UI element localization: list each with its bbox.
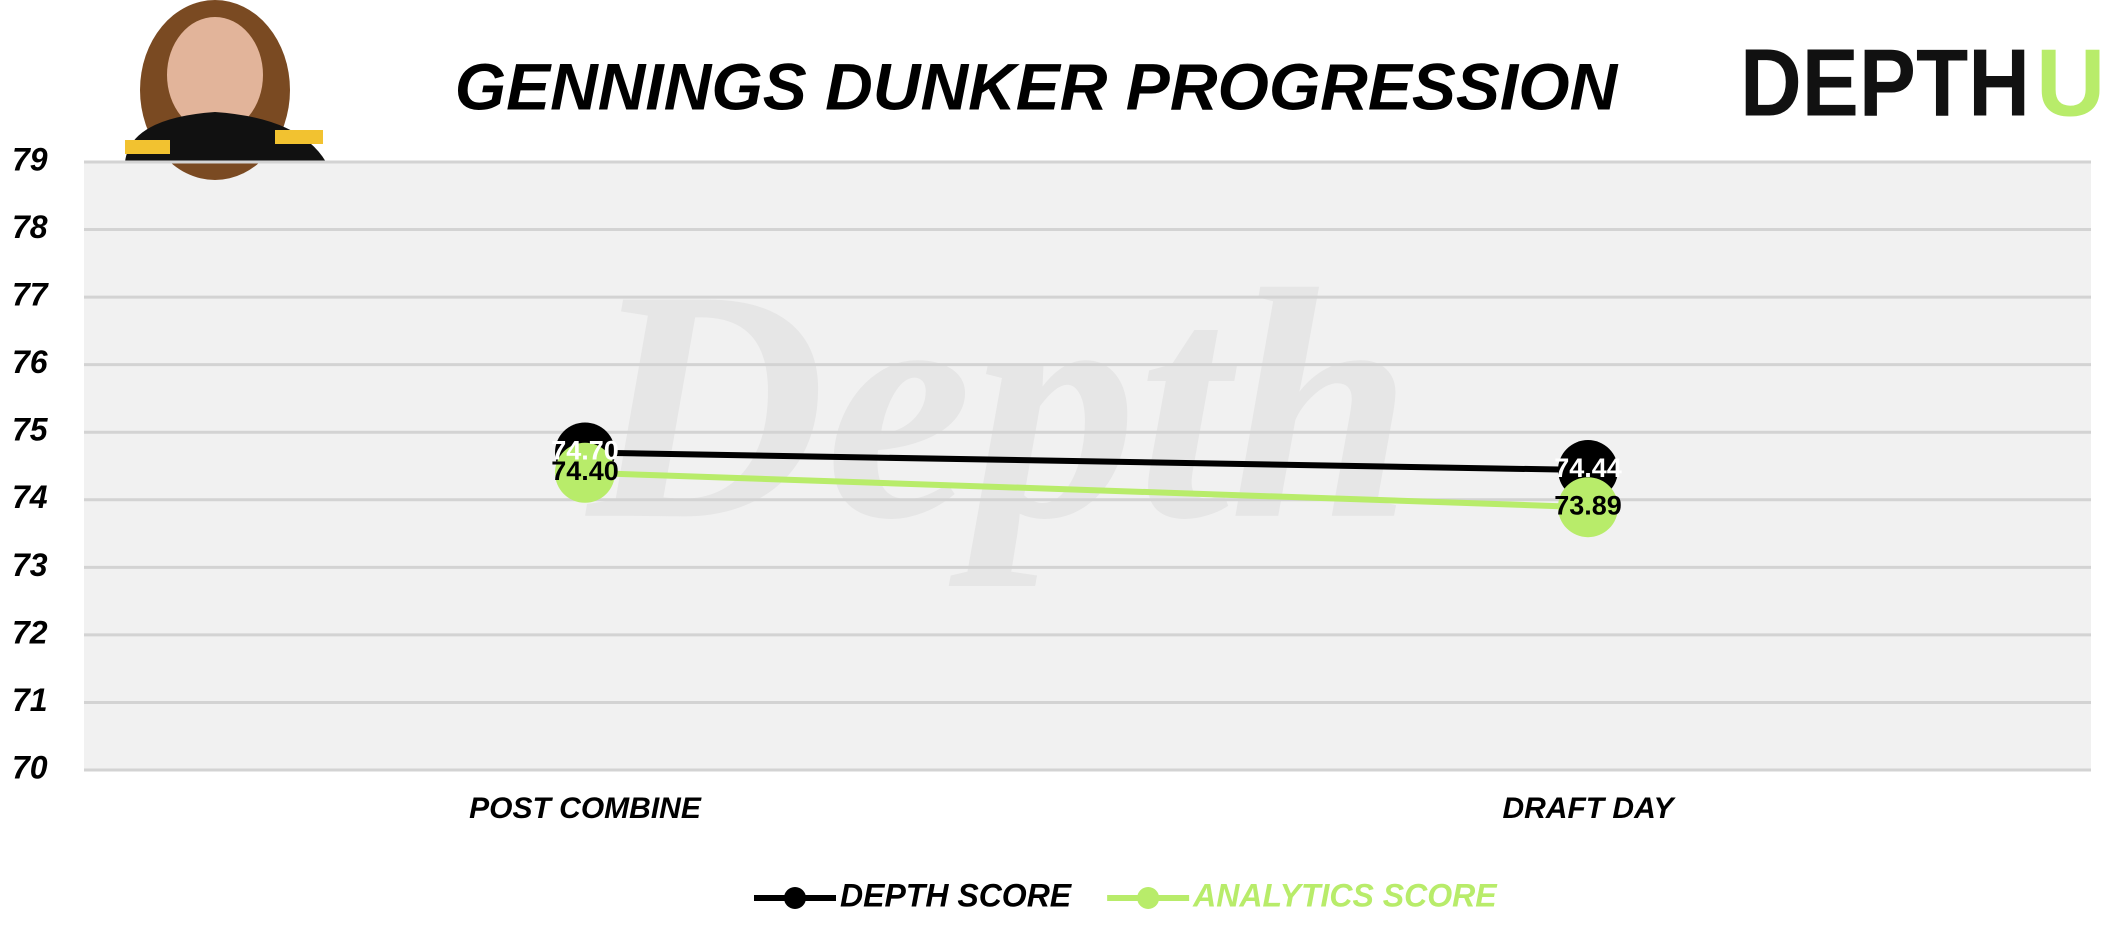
data-point [555, 442, 615, 503]
y-tick-label: 75 [12, 412, 49, 448]
y-tick-label: 73 [12, 547, 48, 583]
legend-marker [1137, 887, 1160, 909]
logo-text: DEPTH [1740, 29, 2030, 136]
legend-marker [784, 887, 806, 909]
y-tick-label: 71 [12, 682, 48, 718]
chart-title: GENNINGS DUNKER PROGRESSION [455, 49, 1619, 123]
y-tick-label: 70 [12, 749, 48, 785]
watermark: Depth [582, 223, 1412, 588]
data-point [1558, 477, 1618, 538]
y-tick-label: 72 [12, 614, 48, 650]
x-tick-label: POST COMBINE [469, 792, 702, 825]
y-tick-label: 79 [12, 141, 48, 177]
data-label: 74.40 [551, 456, 619, 486]
y-tick-label: 76 [12, 344, 48, 380]
logo: DEPTH U [1740, 29, 2105, 136]
legend-label: ANALYTICS SCORE [1192, 877, 1498, 913]
data-label: 73.89 [1554, 490, 1622, 520]
plot-background [84, 162, 2091, 770]
series-line [584, 449, 1589, 474]
y-tick-label: 74 [12, 479, 48, 515]
data-label: 74.70 [551, 436, 619, 466]
x-tick-label: DRAFT DAY [1502, 792, 1676, 825]
logo-accent: U [2036, 29, 2105, 136]
legend-label: DEPTH SCORE [840, 877, 1073, 913]
y-tick-label: 78 [12, 209, 48, 245]
y-tick-label: 77 [12, 277, 50, 313]
data-label: 74.44 [1554, 453, 1622, 483]
player-photo [125, 0, 326, 180]
series-line [584, 469, 1589, 511]
